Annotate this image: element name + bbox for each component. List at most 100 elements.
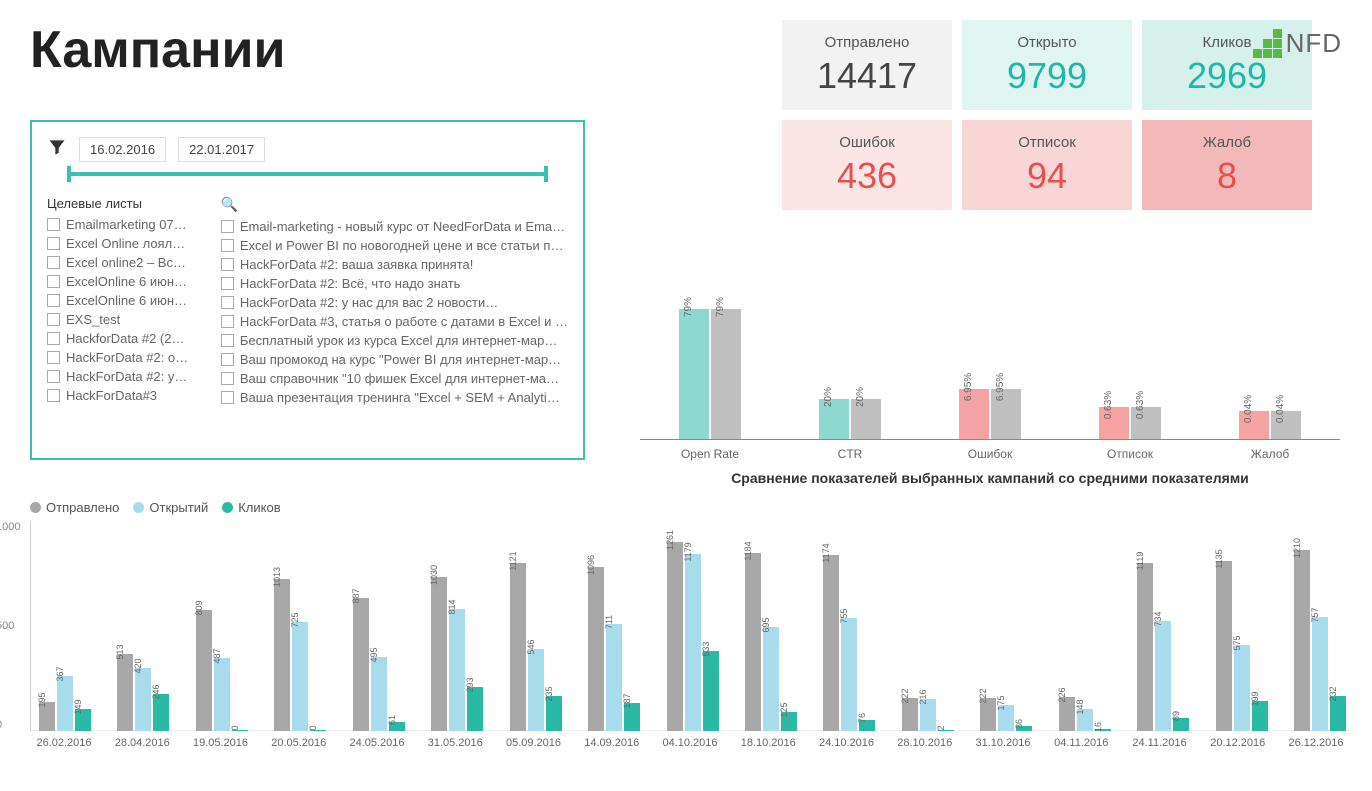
list-item[interactable]: ExcelOnline 6 июн… xyxy=(47,293,211,308)
checkbox-icon[interactable] xyxy=(221,391,234,404)
checkbox-icon[interactable] xyxy=(47,237,60,250)
checkbox-icon[interactable] xyxy=(221,315,234,328)
bar-sent[interactable]: 1261 xyxy=(667,542,683,731)
date-from-input[interactable]: 16.02.2016 xyxy=(79,137,166,162)
bar-open[interactable]: 575 xyxy=(1234,645,1250,731)
list-item[interactable]: Excel online2 – Вс… xyxy=(47,255,211,270)
bar-open[interactable]: 695 xyxy=(763,627,779,731)
kpi-card-3[interactable]: Ошибок 436 xyxy=(782,120,952,210)
bar-sent[interactable]: 1096 xyxy=(588,567,604,731)
bar-open[interactable]: 546 xyxy=(528,649,544,731)
bar-open[interactable]: 148 xyxy=(1077,709,1093,731)
bar-open[interactable]: 757 xyxy=(1312,617,1328,731)
list-item[interactable]: EXS_test xyxy=(47,312,211,327)
bar-click[interactable]: 187 xyxy=(624,703,640,731)
bar-click[interactable]: 149 xyxy=(75,709,91,731)
compare-bar-selected[interactable]: 0.63% xyxy=(1099,407,1129,439)
legend-item[interactable]: Кликов xyxy=(222,500,280,515)
checkbox-icon[interactable] xyxy=(47,370,60,383)
kpi-card-5[interactable]: Жалоб 8 xyxy=(1142,120,1312,210)
bar-sent[interactable]: 1013 xyxy=(274,579,290,731)
bar-sent[interactable]: 887 xyxy=(353,598,369,731)
bar-click[interactable]: 2 xyxy=(938,730,954,731)
list-item[interactable]: HackForData #2: о… xyxy=(47,350,211,365)
compare-bar-average[interactable]: 0.04% xyxy=(1271,411,1301,439)
bar-sent[interactable]: 222 xyxy=(980,698,996,731)
bar-click[interactable]: 0 xyxy=(310,730,326,731)
bar-open[interactable]: 175 xyxy=(998,705,1014,731)
checkbox-icon[interactable] xyxy=(221,296,234,309)
list-item[interactable]: Excel и Power BI по новогодней цене и вс… xyxy=(221,238,568,253)
kpi-card-1[interactable]: Открыто 9799 xyxy=(962,20,1132,110)
bar-open[interactable]: 1179 xyxy=(685,554,701,731)
bar-sent[interactable]: 809 xyxy=(196,610,212,731)
checkbox-icon[interactable] xyxy=(221,353,234,366)
checkbox-icon[interactable] xyxy=(221,239,234,252)
slider-handle-left[interactable] xyxy=(67,166,71,182)
date-to-input[interactable]: 22.01.2017 xyxy=(178,137,265,162)
bar-sent[interactable]: 1119 xyxy=(1137,563,1153,731)
checkbox-icon[interactable] xyxy=(47,294,60,307)
compare-bar-average[interactable]: 6.95% xyxy=(991,389,1021,439)
kpi-card-0[interactable]: Отправлено 14417 xyxy=(782,20,952,110)
bar-sent[interactable]: 195 xyxy=(39,702,55,731)
checkbox-icon[interactable] xyxy=(221,372,234,385)
bar-sent[interactable]: 513 xyxy=(117,654,133,731)
list-item[interactable]: HackForData #2: у… xyxy=(47,369,211,384)
bar-click[interactable]: 0 xyxy=(232,730,248,731)
kpi-card-4[interactable]: Отписок 94 xyxy=(962,120,1132,210)
bar-click[interactable]: 125 xyxy=(781,712,797,731)
list-item[interactable]: HackforData #2 (2… xyxy=(47,331,211,346)
date-slider[interactable] xyxy=(67,172,548,176)
compare-bar-average[interactable]: 0.63% xyxy=(1131,407,1161,439)
list-item[interactable]: HackForData#3 xyxy=(47,388,211,403)
bar-click[interactable]: 293 xyxy=(467,687,483,731)
bar-click[interactable]: 246 xyxy=(153,694,169,731)
compare-bar-selected[interactable]: 0.04% xyxy=(1239,411,1269,439)
bar-sent[interactable]: 1030 xyxy=(431,577,447,732)
list-item[interactable]: HackForData #2: у нас для вас 2 новости… xyxy=(221,295,568,310)
bar-open[interactable]: 814 xyxy=(449,609,465,731)
list-item[interactable]: Ваша презентация тренинга "Excel + SEM +… xyxy=(221,390,568,405)
bar-click[interactable]: 36 xyxy=(1016,726,1032,731)
checkbox-icon[interactable] xyxy=(47,332,60,345)
bar-open[interactable]: 487 xyxy=(214,658,230,731)
bar-click[interactable]: 61 xyxy=(389,722,405,731)
checkbox-icon[interactable] xyxy=(221,220,234,233)
compare-bar-average[interactable]: 20% xyxy=(851,399,881,439)
list-item[interactable]: Бесплатный урок из курса Excel для интер… xyxy=(221,333,568,348)
checkbox-icon[interactable] xyxy=(221,334,234,347)
compare-bar-selected[interactable]: 6.95% xyxy=(959,389,989,439)
bar-open[interactable]: 420 xyxy=(135,668,151,731)
list-item[interactable]: Excel Online лоял… xyxy=(47,236,211,251)
bar-click[interactable]: 235 xyxy=(546,696,562,731)
bar-sent[interactable]: 1121 xyxy=(510,563,526,731)
checkbox-icon[interactable] xyxy=(47,275,60,288)
bar-click[interactable]: 232 xyxy=(1330,696,1346,731)
bar-open[interactable]: 367 xyxy=(57,676,73,731)
bar-open[interactable]: 495 xyxy=(371,657,387,731)
checkbox-icon[interactable] xyxy=(47,313,60,326)
search-icon[interactable]: 🔍 xyxy=(221,196,568,213)
list-item[interactable]: Email-marketing - новый курс от NeedForD… xyxy=(221,219,568,234)
bar-sent[interactable]: 1184 xyxy=(745,553,761,731)
list-item[interactable]: HackForData #2: ваша заявка принята! xyxy=(221,257,568,272)
checkbox-icon[interactable] xyxy=(221,258,234,271)
funnel-icon[interactable] xyxy=(47,137,67,162)
bar-click[interactable]: 199 xyxy=(1252,701,1268,731)
slider-handle-right[interactable] xyxy=(544,166,548,182)
bar-click[interactable]: 76 xyxy=(859,720,875,731)
checkbox-icon[interactable] xyxy=(47,256,60,269)
legend-item[interactable]: Отправлено xyxy=(30,500,119,515)
list-item[interactable]: ExcelOnline 6 июн… xyxy=(47,274,211,289)
list-item[interactable]: HackForData #2: Всё, что надо знать xyxy=(221,276,568,291)
legend-item[interactable]: Открытий xyxy=(133,500,208,515)
list-item[interactable]: HackForData #3, статья о работе с датами… xyxy=(221,314,568,329)
bar-sent[interactable]: 1174 xyxy=(823,555,839,731)
bar-click[interactable]: 89 xyxy=(1173,718,1189,731)
checkbox-icon[interactable] xyxy=(221,277,234,290)
bar-open[interactable]: 734 xyxy=(1155,621,1171,731)
bar-sent[interactable]: 222 xyxy=(902,698,918,731)
bar-sent[interactable]: 226 xyxy=(1059,697,1075,731)
checkbox-icon[interactable] xyxy=(47,351,60,364)
